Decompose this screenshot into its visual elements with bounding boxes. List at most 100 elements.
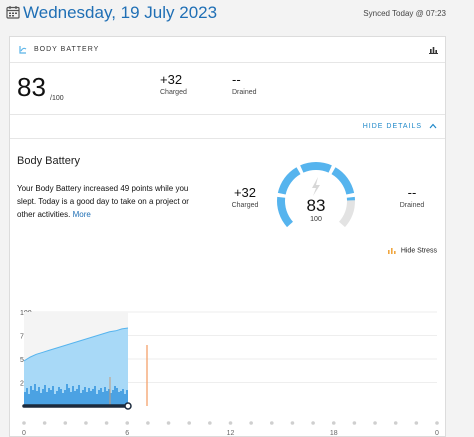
stress-bar: [62, 393, 64, 406]
battery-value: 83: [17, 72, 46, 102]
stress-bar: [112, 390, 114, 406]
stress-bar: [34, 384, 36, 406]
x-tick-label: 12: [227, 430, 235, 437]
bar-chart-icon[interactable]: [429, 45, 438, 54]
summary-row: 83 /100 +32 Charged -- Drained: [10, 63, 445, 115]
stress-bar: [60, 389, 62, 406]
stress-bar: [42, 389, 44, 406]
stress-bar: [54, 394, 56, 406]
stress-bar: [70, 392, 72, 406]
stress-bar: [116, 388, 118, 406]
stress-bar: [88, 388, 90, 406]
stress-bar: [56, 391, 58, 406]
hide-details-button[interactable]: HIDE DETAILS: [363, 123, 437, 130]
x-tick-label: 6: [125, 430, 129, 437]
timeline-dot: [352, 421, 357, 425]
more-link[interactable]: More: [72, 210, 91, 219]
stress-bar: [124, 394, 126, 406]
timeline-dot: [331, 421, 336, 425]
stress-bar: [66, 384, 68, 406]
stress-bar: [86, 392, 88, 406]
timeline-dot: [435, 421, 439, 425]
battery-unit: /100: [50, 95, 64, 102]
stress-bar: [48, 388, 50, 406]
date-title[interactable]: Wednesday, 19 July 2023: [23, 3, 218, 22]
current-time-marker: [124, 402, 132, 410]
card-title: BODY BATTERY: [34, 46, 100, 53]
timeline-dot: [166, 421, 171, 425]
lightning-icon: [312, 177, 320, 196]
battery-area: [24, 327, 128, 406]
y-tick-label: 75: [20, 334, 28, 341]
timeline-dot: [228, 421, 233, 425]
gauge-segment-filled: [277, 167, 301, 195]
stress-bar: [58, 387, 60, 406]
gauge-drained-label: Drained: [399, 202, 425, 209]
hide-stress-button[interactable]: Hide Stress: [387, 247, 437, 255]
x-tick-label: 0: [22, 430, 26, 437]
stress-bar: [90, 391, 92, 406]
stress-bars-icon: [387, 248, 396, 254]
gauge-segment-filled: [300, 162, 332, 173]
gauge-charged-value: +32: [233, 185, 257, 200]
sync-status: Synced Today @ 07:23: [363, 9, 446, 18]
stress-bar: [24, 392, 26, 406]
battery-line: [23, 327, 129, 362]
timeline-dot: [146, 421, 150, 425]
gauge-charged-stat: +32 Charged: [225, 185, 265, 209]
gauge-segment-empty: [338, 200, 355, 228]
stress-bar: [82, 390, 84, 406]
timeline-dot: [84, 421, 88, 425]
stress-bar: [36, 391, 38, 406]
charged-stat: +32 Charged: [160, 72, 187, 96]
stress-bar: [46, 392, 48, 406]
stress-bar: [94, 386, 96, 406]
stress-bar: [92, 389, 94, 406]
stress-bar: [98, 390, 100, 406]
timeline-dot: [290, 421, 295, 425]
hide-stress-label: Hide Stress: [400, 247, 437, 255]
timeline-dot: [208, 421, 212, 425]
stress-bar: [80, 393, 82, 406]
hide-details-label: HIDE DETAILS: [362, 123, 423, 130]
y-tick-label: 25: [20, 381, 28, 388]
top-bar: Wednesday, 19 July 2023 Synced Today @ 0…: [0, 0, 474, 28]
section-title: Body Battery: [17, 155, 80, 167]
timeline-dot: [22, 421, 26, 425]
stress-bar: [78, 385, 80, 406]
timeline-dot: [42, 421, 47, 425]
description-text: Your Body Battery increased 49 points wh…: [17, 184, 189, 219]
x-tick-label: 18: [330, 430, 338, 437]
timeline-dot: [270, 421, 274, 425]
gauge-drained-value: --: [407, 185, 417, 200]
stress-bar: [30, 386, 32, 406]
timeline-dot: [393, 421, 398, 425]
timeline-dot: [104, 421, 109, 425]
charged-value: +32: [160, 72, 183, 87]
gauge-max: 100: [310, 216, 322, 223]
stress-bar: [76, 389, 78, 406]
drained-stat: -- Drained: [232, 72, 257, 96]
calendar-icon[interactable]: [6, 5, 20, 19]
stress-bar: [104, 387, 106, 406]
gauge-value: 83: [307, 196, 326, 215]
timeline-dot: [125, 421, 130, 425]
body-battery-icon: [19, 46, 27, 54]
stress-bar: [32, 390, 34, 406]
body-battery-gauge: 83 100: [277, 162, 355, 228]
stress-bar: [44, 385, 46, 406]
timeline-dot: [187, 421, 191, 425]
stress-bar: [108, 389, 110, 406]
timeline-dot: [311, 421, 315, 425]
stress-bar: [26, 388, 28, 406]
chevron-up-icon: [429, 123, 437, 129]
timeline-dot: [63, 421, 68, 425]
gauge-drained-stat: -- Drained: [392, 185, 432, 209]
drained-value: --: [232, 72, 241, 87]
drained-label: Drained: [232, 89, 257, 96]
details-toggle-row: HIDE DETAILS: [10, 115, 445, 139]
stress-bar: [68, 388, 70, 406]
stress-bar: [84, 387, 86, 406]
timeline-dot: [373, 421, 377, 425]
stress-bar: [96, 394, 98, 406]
